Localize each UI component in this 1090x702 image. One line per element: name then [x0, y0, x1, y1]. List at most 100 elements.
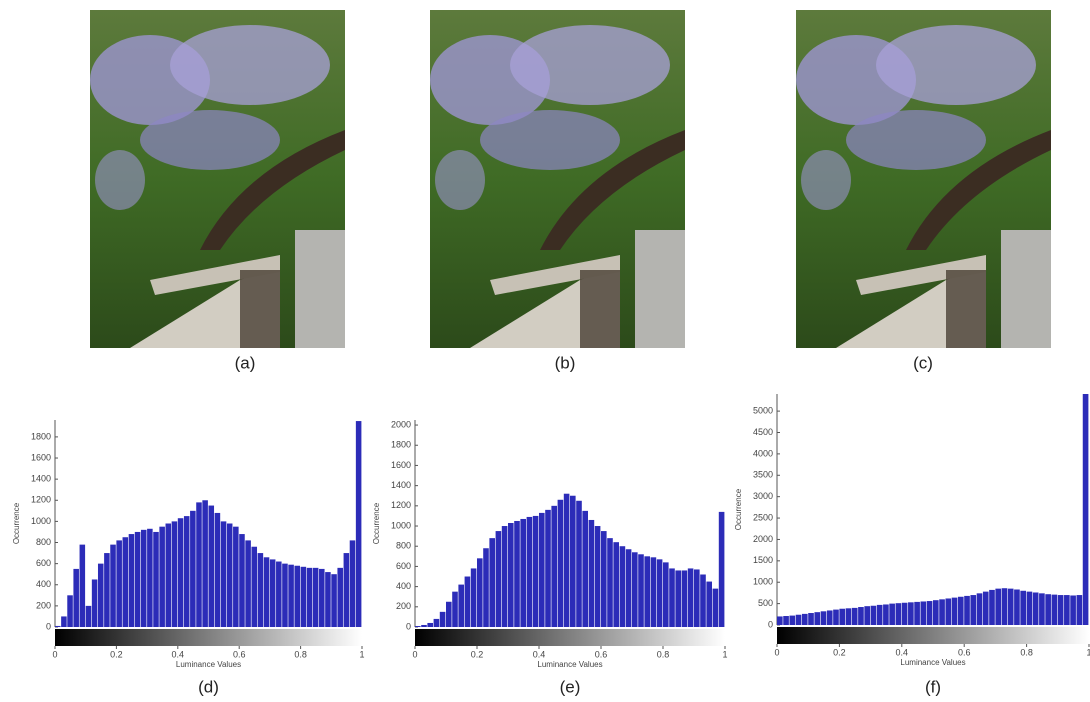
- y-tick-label: 1500: [753, 555, 773, 565]
- bar: [650, 557, 657, 627]
- bar: [833, 609, 839, 625]
- bar: [1057, 595, 1064, 625]
- colorbar: [415, 629, 725, 646]
- bar: [85, 605, 92, 627]
- bar: [864, 606, 870, 625]
- bar: [190, 510, 196, 627]
- bar: [795, 614, 802, 625]
- bar: [845, 608, 852, 625]
- bar: [514, 520, 520, 627]
- y-tick-label: 2000: [753, 534, 773, 544]
- x-tick-label: 0: [774, 647, 779, 657]
- bar: [551, 505, 557, 627]
- y-tick-label: 1400: [391, 480, 411, 490]
- bar: [239, 534, 245, 627]
- bar: [644, 556, 650, 627]
- y-tick-label: 400: [36, 579, 51, 589]
- bar: [79, 544, 86, 627]
- y-tick-label: 200: [396, 601, 411, 611]
- bar: [153, 531, 159, 627]
- bar: [687, 568, 694, 627]
- bar: [588, 519, 595, 627]
- y-tick-label: 2000: [391, 419, 411, 429]
- bar: [851, 607, 858, 625]
- y-tick-label: 1600: [31, 452, 51, 462]
- y-axis-label: Occurrence: [372, 502, 381, 544]
- bar: [97, 563, 104, 627]
- x-tick-label: 0.8: [294, 649, 307, 659]
- x-tick-label: 0.4: [533, 649, 546, 659]
- bar: [933, 600, 939, 625]
- bar: [91, 579, 98, 627]
- bar: [300, 566, 307, 627]
- y-axis-label: Occurrence: [12, 502, 21, 544]
- y-tick-label: 1800: [31, 431, 51, 441]
- bar: [820, 611, 827, 625]
- x-tick-label: 0.4: [172, 649, 185, 659]
- bar: [355, 421, 362, 627]
- bar: [508, 522, 514, 627]
- y-tick-label: 1200: [31, 495, 51, 505]
- y-tick-label: 1800: [391, 440, 411, 450]
- y-tick-label: 5000: [753, 405, 773, 415]
- bar: [663, 562, 669, 627]
- bar: [632, 552, 638, 627]
- y-tick-label: 500: [758, 598, 773, 608]
- x-axis-label: Luminance Values: [176, 660, 241, 669]
- bar: [427, 622, 433, 627]
- bar: [464, 576, 471, 627]
- bar: [421, 624, 427, 627]
- y-tick-label: 3500: [753, 470, 773, 480]
- bar: [563, 493, 570, 627]
- bar: [638, 554, 644, 627]
- bar: [501, 526, 508, 627]
- caption: (b): [555, 353, 576, 372]
- bar: [288, 564, 294, 627]
- photo: [430, 10, 685, 348]
- bar: [337, 567, 343, 627]
- bar: [706, 581, 712, 627]
- bar: [343, 553, 350, 627]
- bar: [294, 565, 300, 627]
- bar: [245, 540, 251, 627]
- bar: [104, 553, 110, 627]
- bar: [319, 568, 325, 627]
- bar: [1026, 591, 1033, 625]
- y-tick-label: 400: [396, 581, 411, 591]
- y-tick-label: 0: [406, 621, 411, 631]
- bar: [1070, 595, 1076, 625]
- bar: [208, 505, 215, 627]
- bar: [601, 531, 607, 627]
- bar: [470, 568, 477, 627]
- y-tick-label: 1200: [391, 500, 411, 510]
- bar: [982, 591, 989, 625]
- bar: [976, 593, 983, 625]
- y-tick-label: 1000: [31, 516, 51, 526]
- bar: [1064, 595, 1070, 625]
- bar: [694, 569, 700, 627]
- bar: [594, 526, 601, 627]
- caption: (a): [235, 353, 256, 372]
- bar: [61, 616, 67, 627]
- bar: [140, 529, 147, 627]
- bar: [675, 570, 681, 627]
- bar: [681, 570, 688, 627]
- y-tick-label: 0: [768, 619, 773, 629]
- x-tick-label: 0.2: [471, 649, 484, 659]
- bar: [926, 601, 933, 625]
- bar: [656, 559, 663, 627]
- bar: [171, 521, 178, 627]
- y-tick-label: 4500: [753, 427, 773, 437]
- x-tick-label: 1: [722, 649, 727, 659]
- y-tick-label: 3000: [753, 491, 773, 501]
- bar: [116, 540, 122, 627]
- bar: [908, 602, 914, 625]
- bar: [520, 518, 526, 627]
- bar: [312, 567, 319, 627]
- bar: [110, 544, 116, 627]
- bar: [452, 591, 458, 627]
- bar: [489, 538, 495, 627]
- bar: [1082, 394, 1089, 625]
- bar: [570, 495, 576, 627]
